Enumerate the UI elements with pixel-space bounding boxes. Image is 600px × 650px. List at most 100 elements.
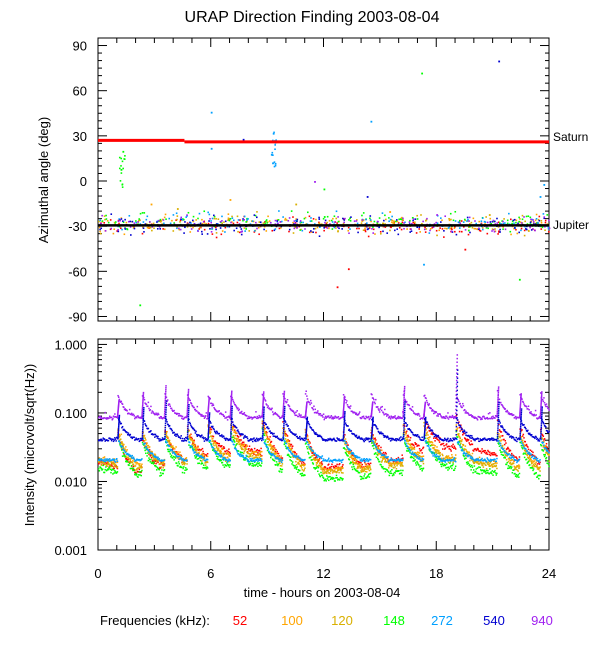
- intensity-point-272: [281, 459, 284, 462]
- intensity-point-120: [191, 443, 193, 446]
- azimuth-point-100: [510, 233, 512, 236]
- intensity-point-148: [407, 450, 410, 452]
- intensity-point-272: [246, 460, 249, 462]
- azimuth-point-940: [474, 220, 476, 222]
- intensity-point-540: [129, 433, 132, 436]
- intensity-point-272: [123, 449, 126, 452]
- intensity-point-120: [235, 439, 238, 441]
- intensity-point-120: [152, 456, 154, 458]
- intensity-point-272: [431, 453, 434, 455]
- intensity-point-148: [264, 439, 267, 441]
- intensity-point-272: [495, 460, 498, 463]
- azimuth-point-272: [520, 229, 522, 232]
- intensity-point-272: [418, 458, 420, 460]
- intensity-point-52: [450, 450, 452, 452]
- intensity-point-120: [131, 461, 134, 464]
- azimuth-point-52: [413, 222, 416, 225]
- intensity-point-120: [378, 452, 380, 455]
- intensity-point-148: [322, 476, 324, 478]
- intensity-point-272: [355, 456, 358, 459]
- intensity-point-100: [126, 449, 128, 451]
- intensity-point-52: [521, 435, 524, 437]
- intensity-point-120: [489, 461, 492, 464]
- azimuth-point-120: [491, 228, 494, 230]
- intensity-point-148: [281, 468, 284, 471]
- intensity-point-148: [442, 463, 444, 465]
- intensity-point-148: [344, 451, 347, 454]
- intensity-point-100: [353, 457, 356, 459]
- azimuth-point-540: [350, 216, 352, 218]
- intensity-point-120: [331, 468, 333, 471]
- azimuth-point-148: [373, 220, 376, 223]
- intensity-point-148: [158, 468, 161, 471]
- intensity-point-120: [184, 462, 186, 465]
- intensity-point-540: [174, 434, 176, 436]
- azimuth-point-148: [395, 220, 397, 223]
- azimuth-point-52: [211, 233, 214, 235]
- azimuth-point-52: [239, 219, 241, 221]
- intensity-point-148: [497, 442, 499, 444]
- intensity-point-120: [496, 467, 498, 470]
- intensity-point-52: [452, 443, 454, 446]
- intensity-point-52: [426, 427, 429, 429]
- intensity-point-540: [203, 440, 206, 442]
- azimuth-point-540: [489, 221, 492, 223]
- intensity-point-272: [463, 451, 465, 453]
- intensity-point-272: [344, 440, 346, 442]
- azimuth-point-272: [181, 219, 184, 221]
- azimuth-point-940: [496, 222, 499, 224]
- intensity-point-120: [512, 462, 515, 464]
- intensity-point-120: [220, 452, 222, 455]
- intensity-point-148: [195, 456, 197, 459]
- intensity-point-100: [374, 440, 376, 442]
- azimuth-point-100: [519, 218, 521, 220]
- azimuth-point-940: [179, 228, 182, 231]
- azimuth-point-120: [299, 222, 302, 224]
- azimuth-point-120: [99, 232, 102, 235]
- intensity-point-120: [442, 454, 444, 457]
- intensity-point-120: [404, 434, 406, 436]
- intensity-point-120: [434, 451, 436, 454]
- intensity-point-120: [217, 448, 220, 451]
- intensity-point-100: [275, 453, 277, 455]
- intensity-point-148: [106, 469, 108, 471]
- intensity-point-148: [429, 450, 431, 452]
- intensity-point-148: [363, 475, 365, 477]
- intensity-point-272: [257, 458, 260, 460]
- intensity-point-52: [445, 444, 447, 446]
- azimuth-point-940: [255, 221, 257, 224]
- intensity-point-52: [402, 457, 404, 459]
- intensity-point-540: [159, 438, 161, 440]
- azimuth-point-148: [541, 226, 544, 229]
- intensity-point-148: [153, 461, 155, 463]
- azimuth-point-120: [360, 222, 363, 224]
- intensity-point-272: [395, 460, 397, 462]
- intensity-point-100: [261, 450, 263, 453]
- azimuth-point-100: [201, 218, 203, 221]
- intensity-point-148: [477, 472, 479, 475]
- intensity-point-100: [320, 466, 322, 469]
- intensity-point-148: [148, 457, 150, 459]
- intensity-point-120: [331, 469, 334, 472]
- intensity-point-272: [161, 460, 163, 462]
- intensity-point-148: [420, 467, 423, 470]
- intensity-point-148: [205, 468, 208, 470]
- intensity-point-148: [516, 476, 518, 478]
- intensity-point-120: [166, 435, 168, 438]
- intensity-point-148: [436, 459, 438, 462]
- intensity-point-52: [541, 433, 543, 436]
- azimuth-point-100: [393, 220, 395, 222]
- azimuth-point-100: [370, 220, 372, 223]
- intensity-point-148: [289, 456, 292, 458]
- intensity-point-52: [116, 467, 119, 470]
- intensity-point-148: [496, 437, 499, 439]
- azimuth-point-272: [244, 230, 246, 232]
- intensity-point-148: [138, 471, 141, 473]
- azimuth-point-540: [312, 231, 314, 233]
- azimuth-point-52: [103, 222, 106, 224]
- intensity-point-100: [220, 450, 222, 453]
- intensity-point-52: [493, 452, 496, 454]
- azimuth-point-272: [139, 223, 142, 225]
- intensity-point-148: [202, 467, 204, 469]
- intensity-point-272: [530, 456, 533, 459]
